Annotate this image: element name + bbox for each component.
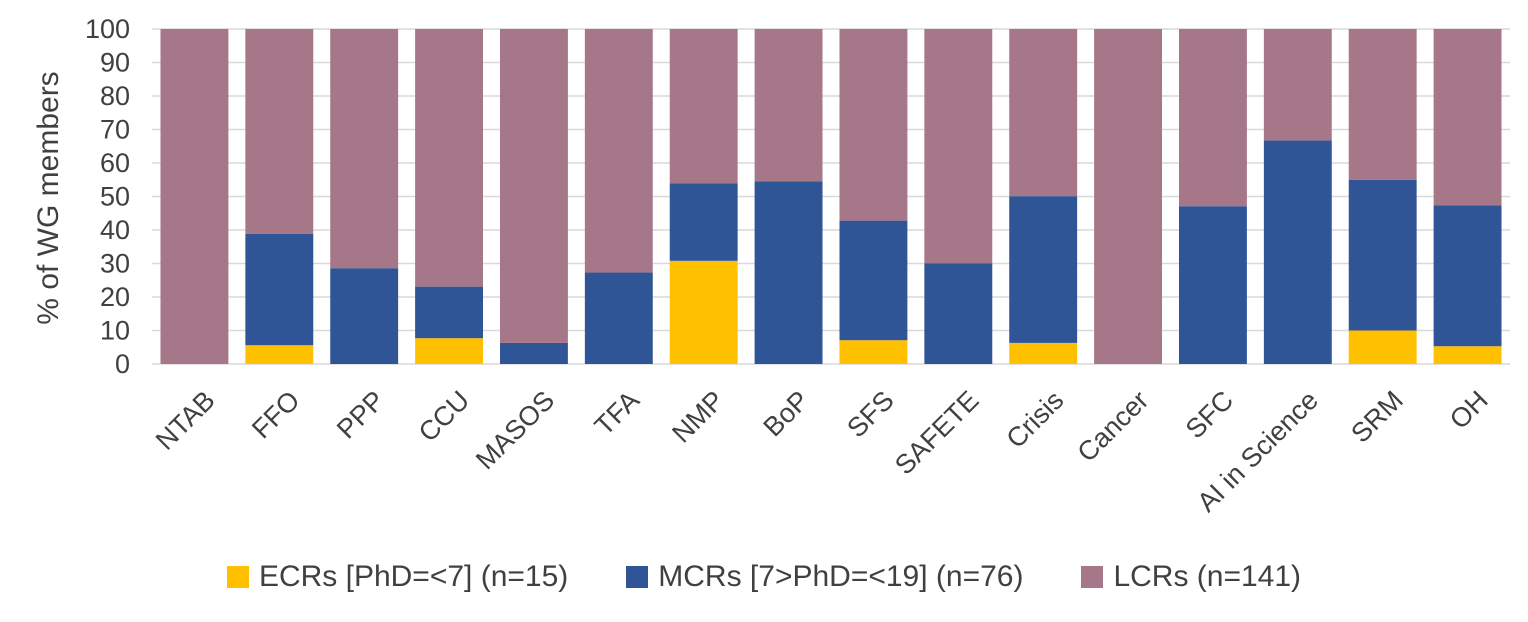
legend-label: ECRs [PhD=<7] (n=15) [258,560,569,593]
bars [160,29,1502,364]
bar-segment [1178,29,1247,207]
bar-segment [669,183,738,261]
bar-segment [160,29,229,364]
x-tick-label: Cancer [1072,385,1155,468]
bar-segment [1094,29,1163,364]
bar-segment [1348,330,1417,364]
legend: ECRs [PhD=<7] (n=15) MCRs [7>PhD=<19] (n=… [0,560,1528,594]
y-tick-label: 30 [100,249,130,279]
bar-segment [584,29,653,273]
bar-segment [245,345,314,364]
y-tick-label: 70 [100,115,130,145]
bar-segment [839,220,908,341]
bar-segment [669,260,738,364]
bar-segment [1009,29,1078,197]
x-tick-label: CCU [413,385,476,448]
legend-item: ECRs [PhD=<7] (n=15) [226,560,569,594]
bar-segment [245,29,314,234]
x-tick-label: TFA [589,385,645,441]
y-tick-label: 100 [85,14,130,44]
legend-swatch [226,566,249,588]
x-tick-label: SFC [1180,385,1239,444]
y-tick-label: 90 [100,48,130,78]
bar-segment [1433,346,1502,364]
bar-segment [330,268,399,364]
bar-segment [1433,205,1502,347]
y-tick-label: 10 [100,316,130,346]
y-tick-label: 50 [100,182,130,212]
bar-segment [499,29,568,343]
x-tick-label: SRM [1345,385,1409,449]
bar-segment [1263,29,1332,141]
legend-label: LCRs (n=141) [1113,560,1302,593]
bar-segment [1348,179,1417,331]
x-tick-label: NMP [666,385,730,449]
y-tick-label: 20 [100,282,130,312]
x-tick-label: SFS [841,385,899,443]
bar-segment [245,233,314,346]
bar-segment [1348,29,1417,180]
x-tick-label: Crisis [1000,385,1069,454]
x-tick-label: NTAB [150,385,221,456]
bar-segment [669,29,738,184]
y-tick-label: 80 [100,81,130,111]
bar-segment [754,181,823,364]
bar-segment [415,338,484,364]
x-tick-label: PPP [331,385,390,444]
bar-segment [330,29,399,269]
legend-swatch [626,566,649,588]
bar-segment [1009,196,1078,343]
bar-segment [839,29,908,221]
bar-segment [754,29,823,182]
y-tick-label: 60 [100,148,130,178]
bar-segment [584,272,653,364]
y-tick-label: 0 [115,349,130,379]
x-tick-label: FFO [246,385,305,444]
x-tick-label: MASOS [470,385,560,475]
bar-segment [499,342,568,364]
bar-segment [1178,206,1247,364]
y-axis-title: % of WG members [32,71,65,324]
bar-segment [1009,342,1078,364]
bar-segment [924,263,993,364]
bar-segment [1263,140,1332,364]
legend-item: LCRs (n=141) [1081,560,1301,594]
x-tick-label: OH [1444,385,1494,435]
bar-segment [415,29,484,287]
legend-label: MCRs [7>PhD=<19] (n=76) [658,560,1024,593]
bar-segment [1433,29,1502,206]
legend-swatch [1081,566,1104,588]
bar-segment [839,340,908,364]
bar-segment [415,286,484,339]
x-tick-label: BoP [757,385,814,442]
x-tick-label: SAFETE [889,385,984,480]
bar-segment [924,29,993,264]
y-tick-label: 40 [100,215,130,245]
legend-item: MCRs [7>PhD=<19] (n=76) [626,560,1023,594]
